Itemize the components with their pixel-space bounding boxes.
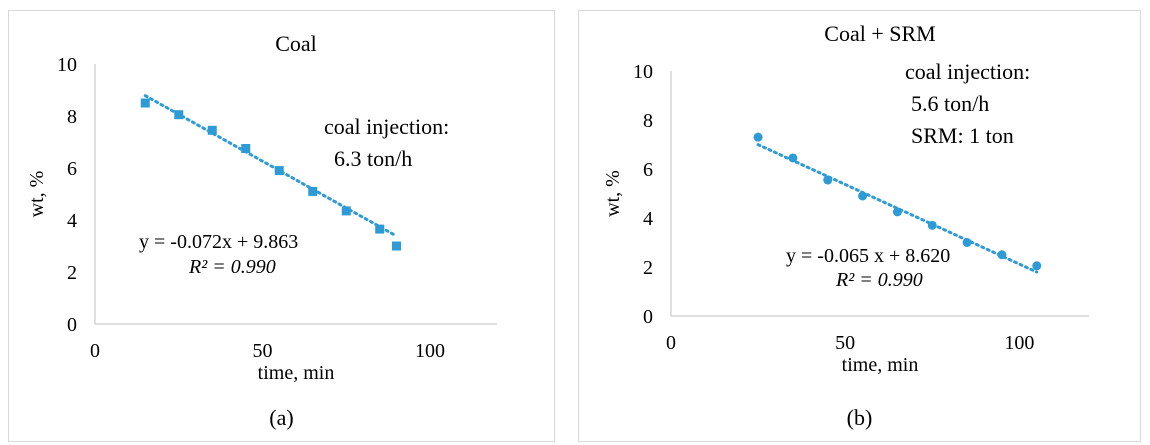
caption-b: (b)	[846, 405, 873, 430]
c0-trend-equation: y = -0.072x + 9.863	[139, 231, 298, 253]
c0-annotation-line: 6.3 ton/h	[334, 146, 412, 171]
chart-panel-b: 0 2 4 6 8 10 0 50 100 Coal + SRM time, min wt, % y =…	[578, 10, 1141, 442]
c0-data-point	[375, 224, 385, 234]
c0-data-point	[392, 241, 401, 251]
c1-y-tick-label: 0	[643, 306, 653, 328]
c1-data-point	[1032, 261, 1042, 271]
c0-data-point	[174, 110, 184, 120]
c1-y-tick-label: 4	[643, 208, 653, 230]
c0-y-tick-label: 6	[67, 158, 77, 180]
c0-chart-title: Coal	[275, 31, 317, 56]
c1-r-squared: R² = 0.990	[835, 269, 923, 291]
c0-y-tick-label: 10	[57, 54, 77, 76]
c0-data-point	[308, 186, 318, 196]
c0-annotation-line: coal injection:	[324, 114, 449, 139]
c0-x-tick-label: 0	[90, 340, 100, 362]
c0-y-tick-label: 2	[67, 262, 77, 284]
c0-data-point	[341, 206, 351, 216]
c1-x-tick-label: 50	[835, 332, 855, 354]
c1-y-tick-label: 10	[633, 61, 653, 83]
c1-x-axis-label: time, min	[842, 354, 919, 376]
c1-y-tick-label: 8	[643, 110, 653, 132]
c0-y-tick-label: 8	[67, 106, 77, 128]
c1-data-point	[962, 238, 972, 247]
c1-chart-title: Coal + SRM	[824, 21, 935, 46]
c0-x-tick-label: 100	[415, 340, 445, 362]
c1-data-point	[823, 175, 833, 185]
chart-panel-a: 0 2 4 6 8 10 0 50 100 Coal time, min wt, % y = -0.07…	[8, 10, 555, 442]
c0-y-axis-label: wt, %	[26, 171, 48, 218]
c0-data-point	[207, 125, 217, 135]
c0-x-axis-label: time, min	[258, 362, 335, 384]
c1-y-tick-label: 6	[643, 159, 653, 181]
c0-trendline	[143, 94, 398, 238]
c1-annotation-line: 5.6 ton/h	[911, 91, 989, 116]
c1-y-axis-label: wt, %	[602, 170, 624, 217]
c1-x-tick-label: 0	[666, 332, 676, 354]
c0-r-squared: R² = 0.990	[188, 256, 276, 278]
c1-data-point	[788, 153, 798, 163]
c1-x-tick-label: 100	[1004, 332, 1034, 354]
c1-data-point	[858, 191, 868, 201]
c0-data-point	[140, 98, 150, 108]
c0-x-tick-label: 50	[253, 340, 273, 362]
caption-a: (a)	[269, 405, 294, 430]
c1-trend-equation: y = -0.065 x + 8.620	[786, 245, 950, 267]
c1-annotation-line: coal injection:	[905, 59, 1030, 84]
c1-data-point	[927, 220, 937, 230]
c0-data-point	[241, 144, 251, 153]
c0-y-tick-label: 0	[67, 314, 77, 336]
c1-data-point	[753, 132, 763, 142]
c1-data-point	[892, 207, 902, 217]
c0-y-tick-label: 4	[67, 210, 77, 232]
c1-annotation-line: SRM: 1 ton	[911, 123, 1014, 148]
c0-data-point	[274, 166, 284, 176]
c1-y-tick-label: 2	[643, 257, 653, 279]
c1-data-point	[997, 250, 1007, 260]
